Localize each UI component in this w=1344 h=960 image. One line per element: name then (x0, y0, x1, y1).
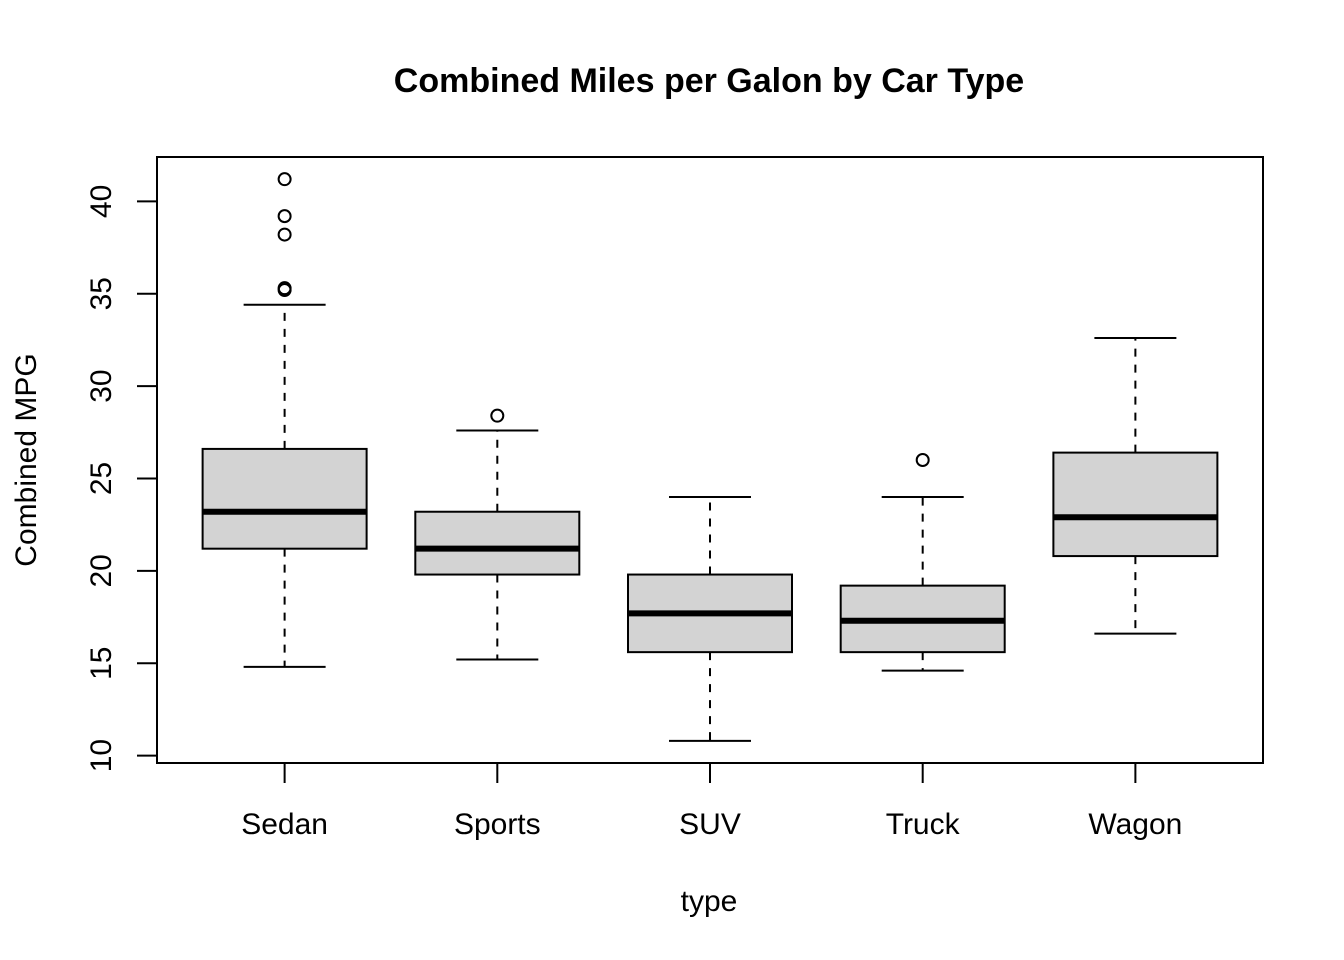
y-tick-label: 40 (85, 185, 118, 218)
y-tick-label: 20 (85, 554, 118, 587)
box-wagon (1052, 337, 1219, 635)
box-truck (839, 453, 1006, 672)
y-tick-label: 15 (85, 647, 118, 680)
x-tick-label-sports: Sports (454, 808, 541, 841)
x-axis: Sedan Sports SUV Truck Wagon (241, 762, 1182, 841)
iqr-box (201, 447, 368, 550)
y-axis: 10 15 20 25 30 35 40 (85, 185, 158, 772)
outlier-point (277, 227, 292, 242)
y-tick-label: 25 (85, 462, 118, 495)
y-tick-label: 10 (85, 739, 118, 772)
y-tick-label: 35 (85, 277, 118, 310)
outlier-point (277, 209, 292, 224)
y-axis-label: Combined MPG (10, 353, 43, 566)
outlier-point (277, 281, 292, 296)
box-suv (627, 495, 793, 742)
y-tick-label: 30 (85, 369, 118, 402)
outlier-point (277, 172, 292, 187)
iqr-box (1052, 451, 1219, 558)
boxes-group (201, 172, 1219, 742)
chart-title: Combined Miles per Galon by Car Type (394, 62, 1024, 100)
box-sports (414, 408, 581, 661)
x-tick-label-sedan: Sedan (241, 808, 328, 841)
x-axis-label: type (681, 885, 738, 918)
outlier-point (915, 453, 930, 467)
box-sedan (201, 172, 368, 668)
x-tick-label-truck: Truck (886, 808, 961, 841)
x-tick-label-wagon: Wagon (1088, 808, 1182, 841)
outlier-point (490, 408, 505, 423)
iqr-box (414, 510, 581, 576)
x-tick-label-suv: SUV (679, 808, 741, 841)
